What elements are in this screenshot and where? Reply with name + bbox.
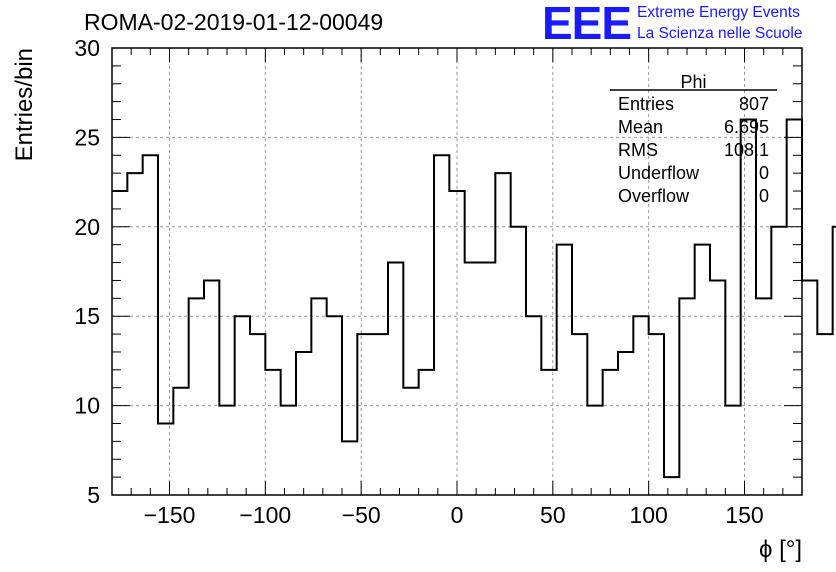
histogram-bin <box>419 370 434 495</box>
histogram-bin <box>756 298 771 495</box>
histogram-bin <box>173 388 188 495</box>
histogram-bin <box>557 245 572 495</box>
histogram-bin <box>741 120 756 495</box>
stats-label: Overflow <box>618 186 690 206</box>
x-tick-label: 150 <box>725 502 763 528</box>
histogram-bin <box>235 316 250 495</box>
histogram-bin <box>572 334 587 495</box>
stats-label: Underflow <box>618 163 700 183</box>
stats-value: 0 <box>759 163 769 183</box>
histogram-bin <box>434 155 449 495</box>
histogram-bin <box>158 423 173 495</box>
stats-label: RMS <box>618 140 658 160</box>
histogram-bin <box>771 227 786 495</box>
x-tick-label: 100 <box>629 502 667 528</box>
histogram-bin <box>388 263 403 495</box>
histogram-bin <box>526 316 541 495</box>
histogram-bin <box>480 263 495 495</box>
eee-logo: EEE <box>542 0 632 49</box>
histogram-bin <box>817 334 832 495</box>
histogram-bin <box>679 298 694 495</box>
y-tick-label: 10 <box>74 393 100 419</box>
histogram-bin <box>449 191 464 495</box>
histogram-bin <box>465 263 480 495</box>
x-tick-label: 0 <box>451 502 464 528</box>
histogram-bin <box>143 155 158 495</box>
stats-value: 108.1 <box>724 140 769 160</box>
histogram-bin <box>327 316 342 495</box>
histogram-bin <box>633 316 648 495</box>
y-tick-label: 25 <box>74 124 100 150</box>
histogram-bin <box>373 334 388 495</box>
histogram-bin <box>725 406 740 495</box>
histogram-bin <box>587 406 602 495</box>
y-tick-label: 5 <box>87 482 100 508</box>
y-tick-label: 30 <box>74 35 100 61</box>
histogram-bin <box>281 406 296 495</box>
histogram-bin <box>695 245 710 495</box>
histogram-bin <box>511 227 526 495</box>
histogram-bin <box>403 388 418 495</box>
histogram-bin <box>710 280 725 495</box>
histogram-bin <box>495 173 510 495</box>
x-tick-label: −150 <box>144 502 196 528</box>
y-tick-label: 15 <box>74 303 100 329</box>
histogram-bin <box>265 370 280 495</box>
stats-value: 6.695 <box>724 117 769 137</box>
histogram-bin <box>342 441 357 495</box>
x-tick-label: −100 <box>239 502 291 528</box>
histogram-bin <box>649 334 664 495</box>
histogram-bin <box>219 406 234 495</box>
histogram-bin <box>112 191 127 495</box>
histogram-bin <box>541 370 556 495</box>
histogram-bin <box>664 477 679 495</box>
y-axis-label: Entries/bin <box>11 48 38 161</box>
histogram-bin <box>802 280 817 495</box>
x-tick-label: 50 <box>540 502 566 528</box>
stats-value: 807 <box>739 94 769 114</box>
stats-label: Mean <box>618 117 663 137</box>
run-title: ROMA-02-2019-01-12-00049 <box>84 9 384 35</box>
stats-label: Entries <box>618 94 674 114</box>
stats-value: 0 <box>759 186 769 206</box>
x-tick-label: −50 <box>342 502 381 528</box>
histogram-bin <box>127 173 142 495</box>
histogram-bin <box>296 352 311 495</box>
histogram-bin <box>189 298 204 495</box>
histogram-bin <box>618 352 633 495</box>
histogram-bin <box>603 370 618 495</box>
histogram-bin <box>357 334 372 495</box>
histogram-outline <box>112 118 836 479</box>
x-axis-label: ϕ [°] <box>759 536 802 563</box>
stats-title: Phi <box>680 72 706 92</box>
histogram-bin <box>787 120 802 495</box>
histogram-bin <box>311 298 326 495</box>
y-tick-label: 20 <box>74 214 100 240</box>
histogram-bin <box>204 280 219 495</box>
logo-line-2: La Scienza nelle Scuole <box>637 25 803 42</box>
logo-line-1: Extreme Energy Events <box>637 4 800 21</box>
histogram-bin <box>250 334 265 495</box>
